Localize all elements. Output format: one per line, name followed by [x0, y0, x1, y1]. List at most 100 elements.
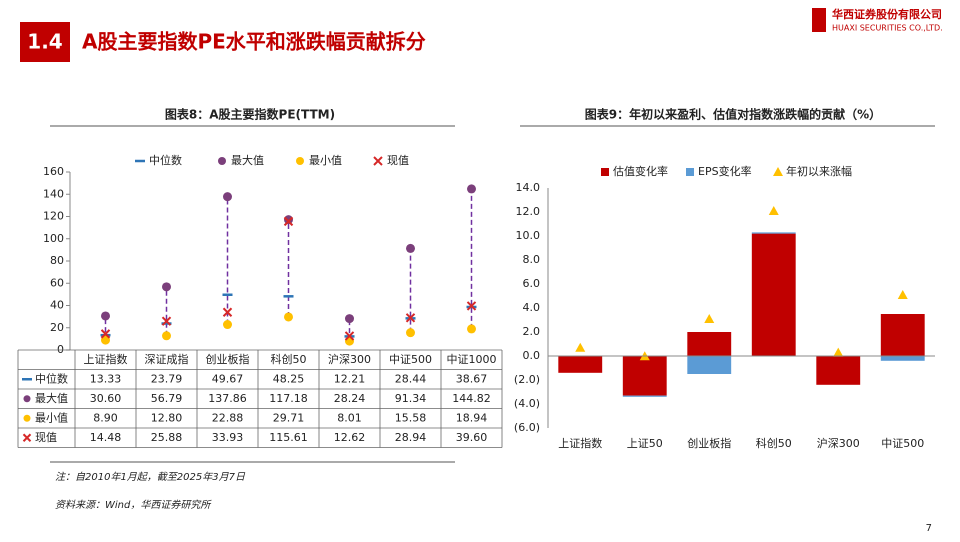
table-cell: 15.58: [395, 411, 427, 424]
table-cell: 33.93: [212, 431, 244, 444]
bar-segment: [687, 332, 732, 356]
max-dot: [101, 311, 110, 321]
table-header: 中证500: [389, 353, 432, 366]
x-tick-label: 中证500: [881, 437, 924, 450]
x-tick-label: 上证指数: [558, 436, 602, 450]
y-tick-label: 0: [57, 343, 64, 356]
max-dot: [223, 192, 232, 202]
y-tick-label: 40: [50, 299, 64, 312]
table-cell: 137.86: [208, 392, 247, 405]
table-key: [22, 433, 32, 442]
legend-label: 最大值: [231, 153, 264, 167]
table-cell: 38.67: [456, 372, 488, 385]
bar-segment: [880, 314, 925, 356]
table-cell: 25.88: [151, 431, 183, 444]
legend-label: EPS变化率: [698, 164, 752, 178]
table-cell: 12.62: [334, 431, 366, 444]
y-tick-label: (4.0): [514, 397, 540, 410]
table-cell: 49.67: [212, 372, 244, 385]
table-cell: 28.24: [334, 392, 366, 405]
table-cell: 117.18: [269, 392, 308, 405]
legend-marker: [373, 156, 383, 166]
table-cell: 115.61: [269, 431, 308, 444]
legend-marker: [218, 157, 226, 165]
legend-label: 现值: [387, 154, 409, 167]
chart-title: 图表9：年初以来盈利、估值对指数涨跌幅的贡献（%）: [585, 107, 881, 122]
table-row-label: 最小值: [35, 411, 68, 424]
max-dot: [406, 243, 415, 253]
total-marker: [575, 342, 586, 352]
y-tick-label: 140: [43, 187, 64, 200]
bar-segment: [622, 395, 667, 397]
table-cell: 28.94: [395, 431, 427, 444]
logo-name: 华西证券股份有限公司: [832, 7, 942, 21]
bar-segment: [687, 356, 732, 374]
max-dot: [162, 282, 171, 292]
table-key: [23, 414, 31, 422]
bar-segment: [622, 356, 667, 396]
y-tick-label: 2.0: [523, 325, 541, 338]
y-tick-label: 8.0: [523, 253, 541, 266]
x-tick-label: 上证50: [627, 437, 663, 450]
table-cell: 144.82: [452, 392, 491, 405]
legend-label: 最小值: [309, 154, 342, 167]
min-dot: [406, 328, 415, 338]
table-cell: 48.25: [273, 372, 305, 385]
table-row-label: 现值: [35, 431, 57, 444]
table-key: [23, 395, 31, 403]
y-tick-label: (2.0): [514, 373, 540, 386]
table-cell: 23.79: [151, 372, 183, 385]
total-marker: [897, 290, 908, 299]
slide-title: A股主要指数PE水平和涨跌幅贡献拆分: [82, 30, 426, 54]
max-dot: [284, 215, 293, 225]
table-cell: 56.79: [151, 392, 183, 405]
legend-label: 中位数: [149, 153, 182, 167]
badge: [20, 22, 70, 62]
total-marker: [833, 347, 844, 357]
legend-marker: [296, 157, 304, 165]
y-tick-label: 6.0: [523, 277, 541, 290]
table-cell: 8.01: [337, 411, 362, 424]
legend-marker: [601, 168, 609, 176]
legend-marker: [686, 168, 694, 176]
page-number: 7: [926, 523, 932, 534]
y-tick-label: 120: [43, 210, 64, 223]
current-mark: [405, 313, 416, 323]
table-header: 中证1000: [447, 353, 497, 366]
bar-segment: [816, 356, 861, 385]
y-tick-label: (6.0): [514, 421, 540, 434]
badge-text: 1.4: [27, 30, 62, 54]
bar-segment: [751, 232, 796, 234]
bar-segment: [558, 356, 603, 373]
bar-segment: [880, 356, 925, 361]
table-header: 科创50: [271, 352, 307, 366]
current-mark: [283, 216, 294, 227]
total-marker: [704, 314, 715, 323]
table-cell: 14.48: [90, 431, 122, 444]
note: 注：自2010年1月起，截至2025年3月7日: [55, 471, 246, 483]
table-row-label: 最大值: [35, 391, 68, 405]
y-tick-label: 80: [50, 254, 64, 267]
table-cell: 28.44: [395, 372, 427, 385]
y-tick-label: 12.0: [516, 205, 541, 218]
table-header: 上证指数: [84, 352, 128, 366]
table-cell: 39.60: [456, 431, 488, 444]
table-header: 深证成指: [145, 352, 189, 366]
y-tick-label: 60: [50, 276, 64, 289]
y-tick-label: 4.0: [523, 301, 541, 314]
table-cell: 12.80: [151, 411, 183, 424]
x-tick-label: 沪深300: [817, 436, 860, 450]
min-dot: [467, 324, 476, 334]
current-mark: [161, 316, 172, 326]
min-dot: [223, 320, 232, 330]
table-cell: 30.60: [90, 392, 122, 405]
table-cell: 12.21: [334, 372, 366, 385]
current-mark: [222, 307, 233, 317]
chart-title: 图表8：A股主要指数PE(TTM): [165, 107, 335, 122]
bar-segment: [751, 233, 796, 356]
min-dot: [284, 312, 293, 322]
total-marker: [768, 206, 779, 215]
y-tick-label: 14.0: [516, 181, 541, 194]
x-tick-label: 科创50: [756, 436, 792, 450]
